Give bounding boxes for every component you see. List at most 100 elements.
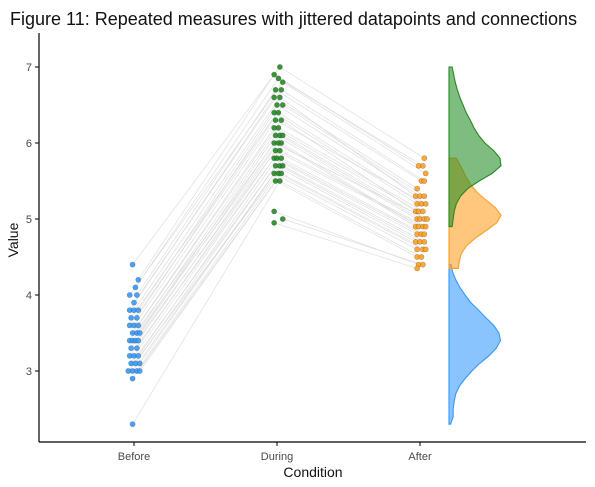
data-point-after	[422, 200, 429, 207]
connection-line-during-after	[275, 135, 418, 220]
connection-line-during-after	[276, 157, 422, 235]
data-point-during	[274, 102, 280, 108]
data-point-after	[419, 261, 426, 268]
data-point-after	[419, 162, 426, 169]
density-before	[448, 264, 502, 425]
data-point-before	[129, 421, 136, 428]
connection-line-before-during	[133, 97, 281, 311]
data-point-before	[136, 368, 143, 374]
connection-line-before-during	[128, 165, 283, 372]
connection-line-before-during	[139, 165, 281, 364]
connection-line-during-after	[282, 165, 425, 243]
data-point-before	[126, 292, 133, 298]
data-point-during	[279, 162, 286, 169]
data-point-during	[278, 155, 285, 162]
connection-line-before-during	[136, 112, 275, 318]
connection-line-before-during	[136, 150, 276, 349]
connection-line-during-after	[274, 222, 418, 269]
data-point-after	[421, 193, 428, 200]
connection-line-before-during	[139, 173, 282, 372]
connection-line-before-during	[133, 157, 275, 357]
data-point-during	[276, 178, 283, 184]
chart-title: Figure 11: Repeated measures with jitter…	[10, 9, 577, 29]
data-point-before	[135, 337, 142, 344]
y-tick-label: 5	[26, 214, 32, 226]
connection-line-during-after	[279, 165, 421, 243]
connection-line-before-during	[132, 66, 281, 265]
connection-line-during-after	[278, 112, 422, 205]
data-point-during	[279, 102, 286, 108]
y-axis-ticks: 3 4 5 6 7	[26, 62, 39, 378]
connection-line-during-after	[279, 150, 426, 227]
connection-line-before-during	[135, 142, 275, 341]
data-point-during	[271, 208, 278, 215]
connection-line-before-during	[129, 135, 281, 341]
data-point-after	[421, 238, 428, 245]
data-point-before	[133, 314, 140, 321]
data-point-before	[128, 345, 135, 352]
y-tick-label: 3	[26, 366, 32, 378]
plot-area	[125, 64, 502, 428]
connection-line-before-during	[130, 142, 282, 349]
y-tick-label: 4	[26, 290, 32, 302]
data-point-after	[418, 254, 425, 260]
connection-line-before-during	[137, 74, 275, 280]
data-point-during	[271, 94, 278, 101]
connection-line-during-after	[275, 165, 416, 243]
connection-line-during-after	[278, 173, 424, 250]
connection-line-during-after	[275, 89, 422, 182]
data-point-after	[414, 265, 421, 272]
data-point-during	[279, 216, 286, 222]
connection-line-during-after	[276, 104, 421, 197]
connection-line-during-after	[275, 119, 426, 205]
data-point-after	[414, 185, 421, 192]
data-point-before	[129, 375, 136, 382]
data-point-during	[275, 109, 282, 116]
data-point-during	[278, 170, 285, 177]
connection-line-before-during	[138, 104, 278, 311]
connection-line-before-during	[130, 104, 284, 319]
connection-line-during-after	[279, 66, 425, 159]
data-point-during	[272, 86, 279, 93]
connection-line-before-during	[138, 157, 278, 357]
connection-line-before-during	[136, 89, 276, 296]
connection-line-during-after	[282, 104, 425, 197]
data-point-after	[421, 231, 428, 238]
connection-line-during-after	[281, 119, 416, 212]
x-axis-ticks: Before During After	[118, 442, 432, 463]
x-axis-label: Condition	[283, 464, 342, 480]
data-point-after	[422, 223, 429, 230]
data-point-after	[421, 178, 428, 184]
connection-line-during-after	[273, 112, 418, 205]
connection-line-before-during	[132, 173, 275, 372]
data-point-before	[135, 352, 142, 359]
data-point-before	[129, 261, 136, 268]
data-point-during	[275, 75, 282, 82]
data-point-before	[135, 322, 142, 329]
connection-line-before-during	[129, 112, 279, 326]
data-point-during	[271, 219, 278, 226]
connection-line-during-after	[275, 180, 418, 258]
connection-line-before-during	[133, 89, 282, 303]
x-tick-label-before: Before	[118, 451, 150, 463]
data-point-during	[279, 132, 286, 139]
data-point-during	[278, 140, 285, 146]
connection-line-during-after	[273, 157, 418, 235]
connection-line-during-after	[281, 157, 425, 235]
data-point-before	[135, 276, 142, 283]
data-point-before	[128, 314, 135, 321]
data-point-before	[133, 345, 140, 352]
density-during	[448, 66, 502, 228]
data-point-during	[275, 124, 282, 131]
y-axis-label: Value	[5, 222, 21, 257]
connection-line-before-during	[136, 173, 279, 372]
data-point-during	[271, 71, 278, 78]
x-tick-label-during: During	[261, 451, 293, 463]
data-point-after	[422, 246, 429, 253]
connection-line-during-after	[273, 97, 418, 189]
connection-line-during-after	[273, 127, 419, 212]
y-tick-label: 6	[26, 138, 32, 150]
data-point-before	[131, 299, 137, 306]
data-point-during	[276, 147, 283, 154]
connection-line-before-during	[138, 142, 279, 341]
